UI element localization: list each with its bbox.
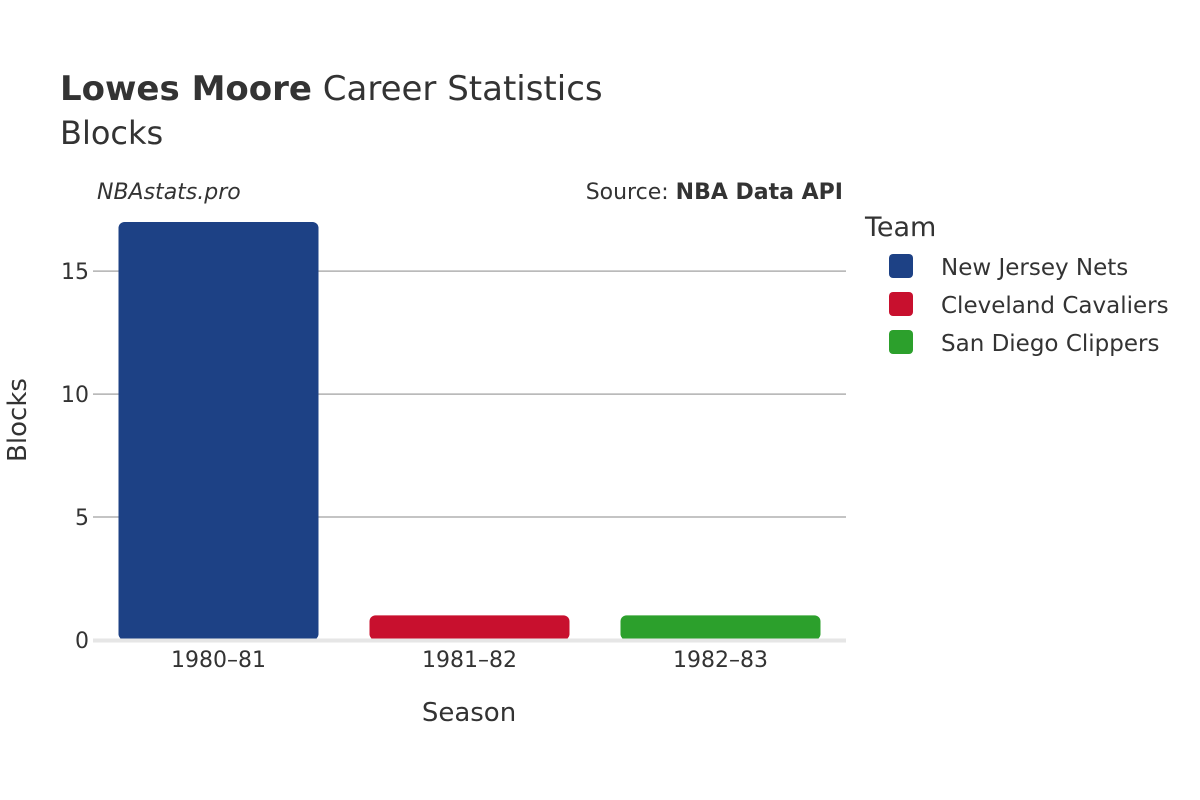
chart-subtitle: Blocks	[60, 114, 163, 152]
y-tick-label: 0	[75, 629, 89, 654]
x-tick-label: 1980–81	[171, 648, 266, 673]
legend-label: Cleveland Cavaliers	[941, 293, 1169, 319]
source-text: Source: NBA Data API	[586, 180, 843, 205]
bar[interactable]	[369, 615, 570, 640]
y-tick-label: 5	[75, 506, 89, 531]
legend-item[interactable]: Cleveland Cavaliers	[889, 292, 1169, 319]
chart-title-rest: Career Statistics	[312, 69, 603, 109]
x-tick-label: 1981–82	[422, 648, 517, 673]
legend-swatch	[889, 292, 913, 316]
y-tick-labels: 0 5 10 15	[61, 260, 89, 654]
x-tick-label: 1982–83	[673, 648, 768, 673]
legend-swatch	[889, 254, 913, 278]
legend-label: San Diego Clippers	[941, 331, 1159, 357]
chart-title: Lowes Moore Career Statistics	[60, 69, 603, 109]
legend-items: New Jersey Nets Cleveland Cavaliers San Di…	[889, 254, 1169, 357]
bar[interactable]	[620, 615, 821, 640]
legend-title: Team	[864, 212, 936, 243]
legend-label: New Jersey Nets	[941, 255, 1128, 281]
legend-swatch	[889, 330, 913, 354]
x-axis-title: Season	[422, 698, 516, 728]
y-axis-title: Blocks	[3, 378, 33, 462]
y-tick-label: 15	[61, 260, 89, 285]
chart-title-player: Lowes Moore	[60, 69, 312, 109]
legend: Team New Jersey Nets Cleveland Cavaliers S…	[864, 212, 1169, 357]
legend-item[interactable]: San Diego Clippers	[889, 330, 1159, 357]
source-name: NBA Data API	[676, 180, 843, 205]
source-prefix: Source:	[586, 180, 676, 205]
x-tick-labels: 1980–81 1981–82 1982–83	[171, 648, 768, 673]
bars	[118, 222, 821, 640]
y-tick-label: 10	[61, 383, 89, 408]
bar[interactable]	[118, 222, 319, 640]
watermark-text: NBAstats.pro	[97, 180, 241, 205]
legend-item[interactable]: New Jersey Nets	[889, 254, 1128, 281]
